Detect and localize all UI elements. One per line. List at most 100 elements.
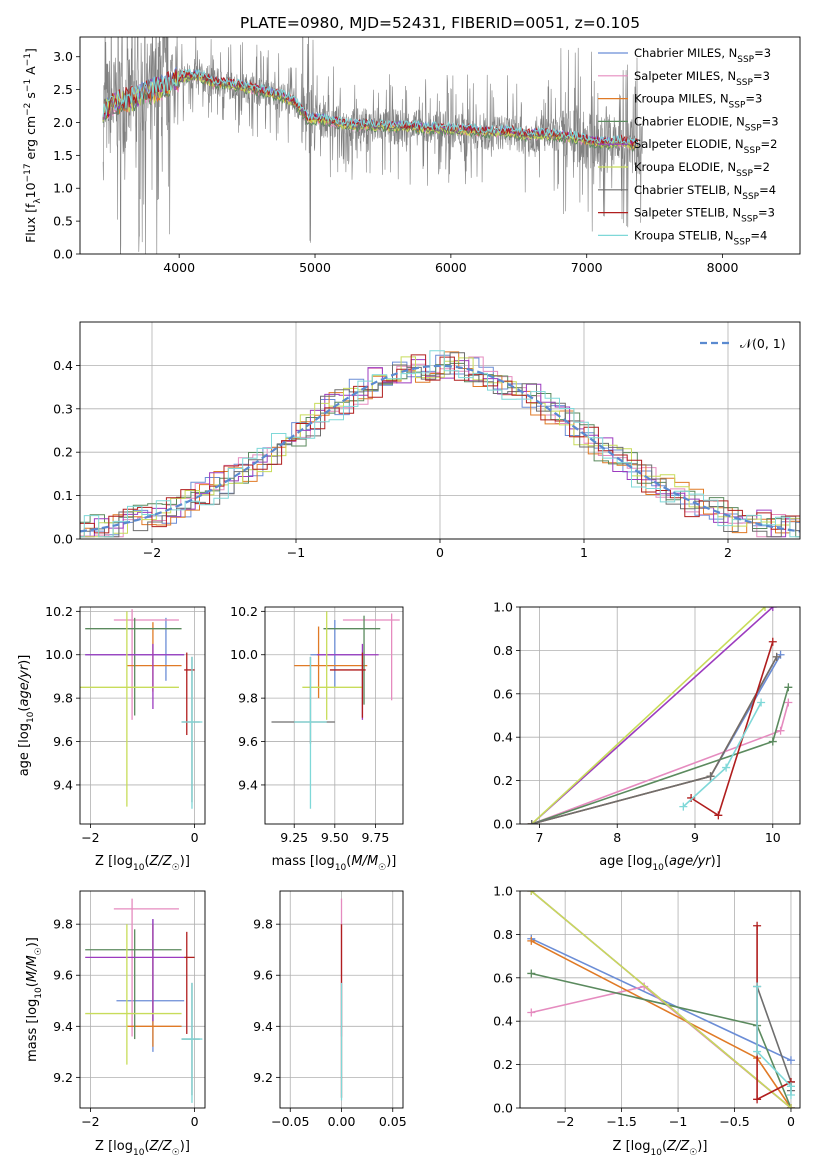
x-tick-label: 9.25 [280, 830, 308, 845]
y-tick-label: 0.6 [493, 686, 513, 701]
y-tick-label: 9.8 [53, 691, 73, 706]
mass-vs-ebv-panel: −0.05 0.00 0.05 9.2 9.4 9.6 9.8 [253, 890, 407, 1129]
weight-line [756, 986, 792, 1095]
weight-line [531, 972, 792, 1108]
x-tick-label: 8 [613, 830, 621, 845]
plot-area [271, 611, 400, 809]
y-tick-label: 10.2 [230, 604, 258, 619]
residual-histogram [80, 352, 800, 538]
y-tick-label: 0.2 [493, 1057, 513, 1072]
weight-marker [786, 1082, 795, 1091]
residual-histogram [80, 354, 800, 538]
weight-vs-metallicity-panel: −2 −1.5 −1 −0.5 0 0.0 0.2 0.4 0.6 0.8 1.0 Z [log10(… [493, 884, 801, 1158]
normal-curve [80, 364, 800, 533]
axes-frame [519, 606, 801, 825]
weight-marker [527, 969, 536, 978]
y-tick-label: 9.4 [53, 1019, 73, 1034]
x-tick-label: 0 [436, 545, 444, 560]
y-tick-label: 9.2 [253, 1070, 273, 1085]
y-tick-label: 0.2 [53, 445, 73, 460]
x-axis-label: Z [log10(Z/Z☉)] [95, 1139, 190, 1158]
model-spectrum-line [102, 70, 639, 149]
x-tick-label: 0 [191, 1114, 199, 1129]
y-tick-label: 0.1 [53, 488, 73, 503]
x-tick-label: 8000 [707, 260, 739, 275]
plot-area [85, 898, 203, 1103]
y-axis-label: Flux [fλ10−17 erg cm−2 s−1 A−1] [23, 48, 43, 243]
legend-label: Kroupa MILES, NSSP=3 [634, 92, 762, 111]
y-tick-label: 0.4 [493, 1014, 513, 1029]
x-axis-label: Z [log10(Z/Z☉)] [613, 1139, 708, 1158]
axes-frame [79, 36, 801, 255]
weight-marker [722, 763, 731, 772]
axes-frame [79, 321, 801, 540]
y-tick-label: 0.4 [493, 730, 513, 745]
y-tick-label: 10.0 [230, 647, 258, 662]
x-tick-label: 0.00 [328, 1114, 356, 1129]
weight-line [756, 925, 792, 1101]
weight-line [531, 985, 792, 1108]
weight-marker [706, 772, 715, 781]
y-tick-label: 0.6 [493, 970, 513, 985]
weight-marker [753, 921, 762, 930]
y-tick-label: 1.0 [53, 181, 73, 196]
legend-label: Salpeter STELIB, NSSP=3 [634, 206, 775, 225]
weight-marker [772, 652, 781, 661]
x-tick-label: 6000 [435, 260, 467, 275]
weight-marker [714, 811, 723, 820]
residual-histogram [80, 350, 800, 538]
weight-marker [768, 737, 777, 746]
legend-label: 𝒩(0, 1) [740, 336, 786, 351]
weight-line [531, 702, 790, 824]
age-vs-metallicity-panel: −2 0 9.4 9.6 9.8 10.0 10.2 Z [log10(Z/Z☉)] age [… [17, 604, 206, 873]
x-tick-label: 5000 [299, 260, 331, 275]
weight-marker [753, 982, 762, 991]
plot-area [80, 350, 800, 538]
x-tick-label: 9.50 [321, 830, 349, 845]
y-tick-label: 2.0 [53, 115, 73, 130]
legend-label: Chabrier MILES, NSSP=3 [634, 46, 771, 65]
legend-label: Chabrier ELODIE, NSSP=3 [634, 114, 779, 133]
axes-frame [79, 890, 206, 1109]
x-tick-label: −2 [143, 545, 161, 560]
weight-marker [768, 607, 777, 611]
x-tick-label: −1.5 [606, 1114, 636, 1129]
y-tick-label: 0.0 [53, 532, 73, 547]
weight-marker [757, 698, 766, 707]
legend-label: Chabrier STELIB, NSSP=4 [634, 183, 776, 202]
weight-marker [784, 683, 793, 692]
x-tick-label: 0 [191, 830, 199, 845]
x-tick-label: −2 [81, 1114, 99, 1129]
weight-marker [527, 820, 536, 824]
y-tick-label: 9.8 [253, 917, 273, 932]
x-tick-label: 0 [787, 1114, 795, 1129]
weight-marker [679, 802, 688, 811]
y-tick-label: 10.2 [45, 604, 73, 619]
legend-label: Salpeter ELODIE, NSSP=2 [634, 137, 777, 156]
x-tick-label: −0.05 [271, 1114, 309, 1129]
y-tick-label: 0.8 [493, 927, 513, 942]
x-axis-label: mass [log10(M/M☉)] [272, 854, 397, 873]
weight-line [531, 607, 774, 824]
y-tick-label: 9.8 [53, 917, 73, 932]
x-tick-label: −0.5 [719, 1114, 749, 1129]
x-tick-label: 4000 [163, 260, 195, 275]
x-tick-label: 1 [580, 545, 588, 560]
weight-marker [753, 1047, 762, 1056]
y-tick-label: 9.4 [53, 777, 73, 792]
y-tick-label: 0.5 [53, 214, 73, 229]
weight-marker [784, 698, 793, 707]
mass-vs-metallicity-panel: −2 0 9.2 9.4 9.6 9.8 Z [log10(Z/Z☉)] mass [log1… [25, 890, 206, 1158]
x-tick-label: −1 [287, 545, 305, 560]
axes-frame [79, 606, 206, 825]
x-axis-label: age [log10(age/yr)] [599, 854, 721, 873]
weight-marker [768, 637, 777, 646]
x-tick-label: 0.05 [379, 1114, 407, 1129]
y-tick-label: 9.4 [253, 1019, 273, 1034]
axes-frame [279, 890, 404, 1109]
y-tick-label: 0.0 [53, 247, 73, 262]
legend-label: Salpeter MILES, NSSP=3 [634, 69, 770, 88]
x-tick-label: −1 [669, 1114, 687, 1129]
weight-marker [786, 1104, 795, 1108]
